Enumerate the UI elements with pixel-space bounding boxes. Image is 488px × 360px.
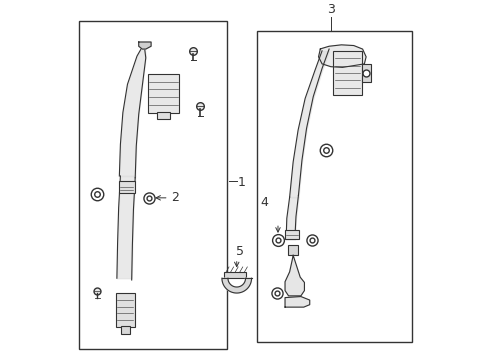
Text: 1: 1	[238, 176, 245, 189]
Text: 2: 2	[171, 191, 179, 204]
Bar	[79, 21, 226, 349]
Bar	[287, 246, 298, 255]
Polygon shape	[139, 42, 151, 49]
Bar	[285, 230, 299, 239]
Polygon shape	[285, 255, 304, 296]
Polygon shape	[222, 278, 251, 293]
Bar	[332, 51, 361, 95]
Bar	[147, 74, 179, 113]
Bar	[119, 181, 135, 193]
Bar	[115, 293, 135, 327]
Text: 4: 4	[260, 197, 267, 210]
Text: 3: 3	[326, 3, 334, 15]
Polygon shape	[285, 297, 309, 307]
Polygon shape	[318, 45, 366, 67]
Bar	[224, 272, 245, 278]
Text: 5: 5	[235, 245, 243, 258]
Bar	[121, 326, 129, 334]
Bar	[157, 112, 169, 119]
Bar	[361, 64, 370, 82]
Bar	[256, 31, 411, 342]
